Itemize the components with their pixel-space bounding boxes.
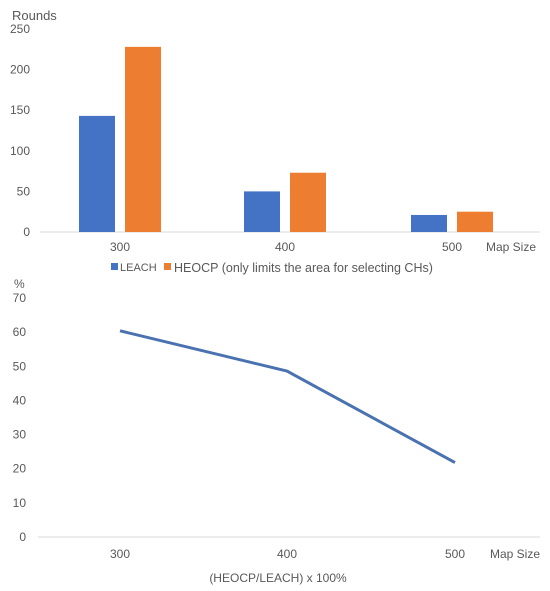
bar-chart-y-tick: 150 [10, 103, 30, 117]
line-chart-x-tick: 500 [445, 547, 465, 561]
line-chart-y-tick: 20 [13, 462, 27, 476]
bar-chart-y-tick: 200 [10, 63, 30, 77]
bar-chart-y-ticks: 0 50 100 150 200 250 [10, 22, 30, 239]
bar-heocp-500 [457, 211, 493, 232]
line-chart-x-ticks: 300 400 500 [110, 547, 465, 561]
bar-chart-y-tick: 250 [10, 22, 30, 36]
line-chart-ylabel: % [14, 277, 25, 291]
bar-chart-bars [79, 46, 493, 232]
bar-chart-y-tick: 0 [23, 225, 30, 239]
bar-leach-400 [244, 191, 280, 232]
line-chart-y-tick: 40 [13, 393, 27, 407]
bar-chart-xlabel: Map Size [486, 240, 536, 254]
legend-swatch-leach [111, 263, 118, 270]
bar-chart-ylabel: Rounds [12, 8, 57, 23]
line-chart-y-tick: 30 [13, 428, 27, 442]
line-chart-x-tick: 400 [277, 547, 297, 561]
legend-label-leach: LEACH [120, 262, 157, 274]
bar-chart-x-ticks: 300 400 500 [110, 240, 462, 254]
bar-heocp-400 [290, 172, 326, 232]
line-chart-y-ticks: 0 10 20 30 40 50 60 70 [13, 291, 27, 544]
bar-heocp-300 [125, 46, 161, 232]
line-chart-y-tick: 10 [13, 496, 27, 510]
legend-label-heocp: HEOCP (only limits the area for selectin… [174, 261, 433, 275]
line-chart-caption: (HEOCP/LEACH) x 100% [209, 571, 347, 585]
line-chart-y-tick: 50 [13, 359, 27, 373]
bar-chart-legend: LEACH HEOCP (only limits the area for se… [111, 261, 433, 275]
line-chart-y-tick: 60 [13, 325, 27, 339]
bar-leach-300 [79, 115, 115, 232]
line-chart-xlabel: Map Size [490, 547, 540, 561]
line-chart-y-tick: 0 [19, 530, 26, 544]
bar-leach-500 [411, 214, 447, 232]
line-chart-y-tick: 70 [13, 291, 27, 305]
bar-chart-x-tick: 300 [110, 240, 130, 254]
bar-chart-y-tick: 100 [10, 144, 30, 158]
legend-swatch-heocp [164, 263, 171, 270]
line-series-ratio [119, 329, 456, 464]
bar-chart-y-tick: 50 [17, 184, 31, 198]
line-chart-x-tick: 300 [110, 547, 130, 561]
bar-chart-x-tick: 400 [275, 240, 295, 254]
bar-chart-x-tick: 500 [442, 240, 462, 254]
